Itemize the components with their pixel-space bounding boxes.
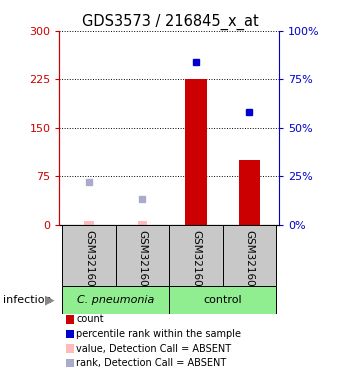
- Text: control: control: [203, 295, 242, 305]
- Bar: [239, 160, 260, 225]
- Bar: [138, 222, 147, 225]
- Text: GSM321605: GSM321605: [191, 230, 201, 293]
- Text: value, Detection Call = ABSENT: value, Detection Call = ABSENT: [76, 344, 232, 354]
- Text: count: count: [76, 314, 104, 324]
- Text: GSM321606: GSM321606: [244, 230, 254, 293]
- Text: GSM321607: GSM321607: [84, 230, 94, 293]
- Bar: [223, 225, 276, 286]
- Bar: [185, 79, 207, 225]
- Text: GDS3573 / 216845_x_at: GDS3573 / 216845_x_at: [82, 13, 258, 30]
- Text: GSM321608: GSM321608: [137, 230, 148, 293]
- Bar: [62, 286, 169, 314]
- Bar: [169, 286, 276, 314]
- Text: infection: infection: [3, 295, 52, 305]
- Bar: [116, 225, 169, 286]
- Bar: [62, 225, 116, 286]
- Text: ▶: ▶: [45, 293, 54, 306]
- Text: percentile rank within the sample: percentile rank within the sample: [76, 329, 241, 339]
- Text: C. pneumonia: C. pneumonia: [77, 295, 154, 305]
- Bar: [169, 225, 223, 286]
- Text: rank, Detection Call = ABSENT: rank, Detection Call = ABSENT: [76, 358, 227, 368]
- Bar: [84, 222, 94, 225]
